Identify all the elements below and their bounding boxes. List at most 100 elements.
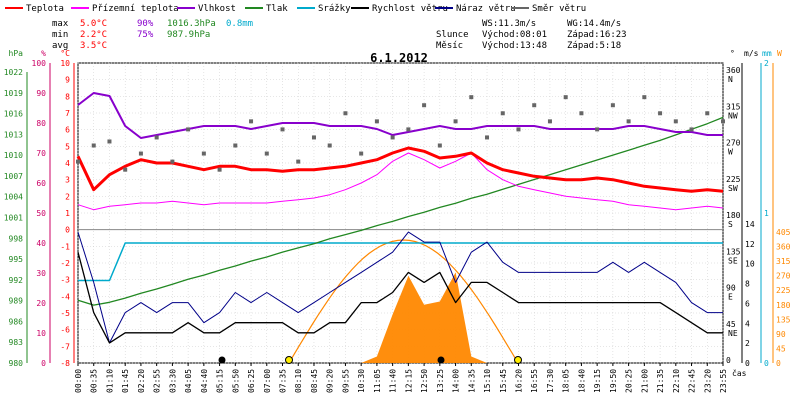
axis-wind-label: m/s	[744, 49, 759, 58]
series-p-zemn-teplota	[77, 152, 724, 211]
wind-direction-point	[154, 135, 159, 140]
x-tick-label: 18:05	[562, 369, 571, 393]
stats-min-label: min	[52, 30, 68, 40]
axis-direction-label: °	[730, 49, 735, 58]
axis-direction-tick: 45	[726, 320, 736, 329]
axis-humidity-tick: 0	[41, 359, 46, 368]
series-tlak	[77, 116, 724, 306]
axis-temperature-tick: 1	[65, 209, 70, 218]
axis-wind-tick: 4	[745, 319, 750, 328]
axis-direction-name: SE	[728, 256, 738, 265]
axis-pressure-tick: 998	[9, 234, 24, 243]
axis-rain-tick: 2	[764, 59, 769, 68]
x-tick-label: 15:10	[483, 369, 492, 393]
sun-set: Západ:16:23	[567, 30, 627, 40]
wind-direction-point	[422, 103, 427, 108]
axis-temperature-tick: 7	[65, 109, 70, 118]
axis-pressure-tick: 995	[9, 255, 24, 264]
axis-solar-tick: 315	[776, 257, 791, 266]
wind-direction-point	[296, 159, 301, 164]
stats-avg-label: avg	[52, 41, 68, 51]
moon-rise: Východ:13:48	[482, 41, 547, 51]
axis-humidity-tick: 100	[32, 59, 47, 68]
axis-temperature-tick: 2	[65, 192, 70, 201]
x-tick-label: 21:35	[656, 369, 665, 393]
axis-rain-tick: 0	[764, 359, 769, 368]
legend-item: Směr větru	[532, 4, 586, 14]
wind-direction-point	[186, 127, 191, 132]
axis-pressure-tick: 1016	[4, 110, 23, 119]
wind-direction-point	[626, 119, 631, 124]
wind-direction-point	[264, 151, 269, 156]
axis-direction-name: SW	[728, 184, 738, 193]
wind-direction-point	[579, 111, 584, 116]
x-tick-label: 22:45	[688, 369, 697, 393]
axis-direction-name: NW	[728, 111, 738, 120]
x-tick-label: 01:45	[121, 369, 130, 393]
axis-temperature-tick: 5	[65, 142, 70, 151]
wind-direction-point	[107, 139, 112, 144]
x-tick-label: 19:15	[593, 369, 602, 393]
axis-pressure-tick: 992	[9, 276, 24, 285]
axis-pressure-tick: 1022	[4, 68, 23, 77]
wind-direction-point	[705, 111, 710, 116]
wind-direction-point	[406, 127, 411, 132]
x-tick-label: 14:35	[467, 369, 476, 393]
axis-direction-name: E	[728, 293, 733, 302]
axis-solar-tick: 360	[776, 243, 791, 252]
axis-humidity-tick: 10	[36, 329, 46, 338]
x-tick-label: 00:35	[90, 369, 99, 393]
wind-direction-point	[217, 167, 222, 172]
wind-direction-point	[673, 119, 678, 124]
wind-direction-point	[91, 143, 96, 148]
axis-temperature-tick: 4	[65, 159, 70, 168]
axis-temperature-tick: -6	[60, 326, 70, 335]
legend-item: Náraz větru	[456, 4, 516, 14]
axis-humidity-tick: 20	[36, 299, 46, 308]
x-tick-label: 03:30	[168, 369, 177, 393]
stats-max-rain: 0.8mm	[226, 19, 253, 29]
wind-direction-point	[311, 135, 316, 140]
axis-wind-tick: 2	[745, 339, 750, 348]
wind-direction-point	[374, 119, 379, 124]
moon-label: Měsíc	[436, 41, 463, 51]
stats-min-temp: 2.2°C	[80, 30, 107, 40]
x-tick-label: 04:05	[184, 369, 193, 393]
x-tick-label: 19:50	[609, 369, 618, 393]
wind-direction-point	[689, 127, 694, 132]
axis-wind-tick: 14	[745, 220, 755, 229]
x-tick-label: 05:50	[231, 369, 240, 393]
axis-humidity-tick: 80	[36, 119, 46, 128]
axis-pressure-tick: 1010	[4, 151, 23, 160]
axis-solar-tick: 225	[776, 286, 791, 295]
axis-wind-tick: 8	[745, 280, 750, 289]
axis-humidity-tick: 70	[36, 149, 46, 158]
solar-clear-sky-curve	[288, 239, 519, 364]
x-tick-label: 17:30	[546, 369, 555, 393]
axis-humidity-label: %	[41, 49, 46, 58]
legend-item: Vlhkost	[198, 4, 236, 14]
wind-direction-point	[249, 119, 254, 124]
axis-temperature-tick: -8	[60, 359, 70, 368]
stats-max-temp: 5.0°C	[80, 19, 107, 29]
sun-rise: Východ:08:01	[482, 30, 547, 40]
wind-direction-point	[280, 127, 285, 132]
wind-direction-point	[138, 151, 143, 156]
moonrise-marker	[437, 356, 445, 364]
axis-direction-tick: 180	[726, 211, 741, 220]
x-tick-label: 11:40	[389, 369, 398, 393]
axis-solar-tick: 90	[776, 330, 786, 339]
axis-solar-tick: 0	[776, 359, 781, 368]
x-tick-label: 12:15	[404, 369, 413, 393]
axis-pressure-tick: 986	[9, 317, 24, 326]
stats-max-pressure: 1016.3hPa	[167, 19, 216, 29]
stats-block: max 5.0°C 90% 1016.3hPa 0.8mm min 2.2°C …	[52, 19, 253, 51]
wind-direction-point	[547, 119, 552, 124]
wind-direction-point	[233, 143, 238, 148]
x-tick-label: 06:25	[247, 369, 256, 393]
axis-pressure-tick: 983	[9, 338, 24, 347]
x-tick-label: 16:20	[514, 369, 523, 393]
axis-temperature-tick: -1	[60, 242, 70, 251]
x-tick-label: 20:25	[625, 369, 634, 393]
